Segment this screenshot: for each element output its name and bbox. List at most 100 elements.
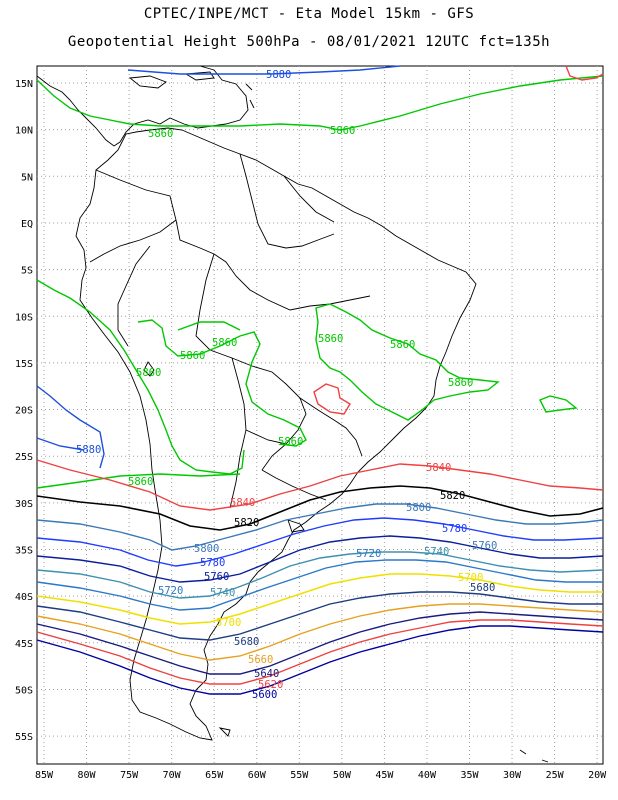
contour-label: 5700	[458, 572, 483, 584]
contour-5860-coast-west	[36, 279, 245, 475]
contour-5820	[36, 485, 604, 531]
contour-label: 5840	[426, 462, 451, 474]
longitude-tick-label: 80W	[78, 770, 97, 781]
latitude-tick-label: 50S	[15, 685, 33, 696]
contour-5840-loop	[313, 383, 351, 415]
contour-5860-brazil-east	[315, 303, 500, 421]
longitude-tick-label: 20W	[588, 770, 607, 781]
contour-label: 5860	[318, 333, 343, 345]
country-borders	[89, 153, 371, 509]
contour-label: 5860	[330, 125, 355, 137]
contour-5840	[36, 459, 604, 511]
contour-5760	[36, 535, 604, 583]
contour-label: 5860	[448, 377, 473, 389]
latitude-tick-label: 10S	[15, 312, 33, 323]
latitude-tick-label: 5S	[21, 266, 33, 277]
contour-5840-ne	[565, 65, 604, 81]
lat-lon-grid	[37, 66, 603, 764]
contour-label: 5740	[424, 546, 449, 558]
contour-5720	[36, 559, 603, 611]
plot-frame	[36, 65, 604, 765]
latitude-tick-label: 5N	[21, 172, 33, 183]
contour-5860-central	[137, 319, 307, 447]
contour-5700	[36, 573, 603, 625]
contour-5660	[36, 603, 604, 661]
longitude-tick-label: 50W	[333, 770, 352, 781]
contour-5680	[36, 591, 603, 641]
longitude-tick-label: 60W	[248, 770, 267, 781]
longitude-tick-label: 30W	[503, 770, 522, 781]
contour-label: 5860	[136, 367, 161, 379]
contour-label: 5660	[248, 654, 273, 666]
longitude-tick-label: 75W	[120, 770, 139, 781]
longitude-tick-label: 45W	[375, 770, 394, 781]
contour-label: 5780	[442, 523, 467, 535]
contour-label: 5820	[440, 490, 465, 502]
longitude-tick-label: 65W	[205, 770, 224, 781]
latitude-tick-label: 55S	[15, 732, 33, 743]
contour-label: 5600	[252, 689, 277, 701]
contour-label: 5860	[278, 436, 303, 448]
contour-5780	[36, 517, 604, 567]
longitude-tick-label: 25W	[546, 770, 565, 781]
latitude-axis: 15N 10N 5N EQ 5S 10S 15S 20S 25S 30S 35S 40S 45S 50S 5…	[15, 79, 33, 743]
latitude-tick-label: 25S	[15, 452, 33, 463]
longitude-tick-label: 85W	[35, 770, 54, 781]
contour-label: 5640	[254, 668, 279, 680]
contour-5880	[127, 65, 401, 75]
contour-label: 5880	[266, 69, 291, 81]
latitude-tick-label: 30S	[15, 499, 33, 510]
contour-5880-west	[36, 385, 105, 469]
contour-label: 5720	[356, 548, 381, 560]
contour-label: 5700	[216, 617, 241, 629]
south-america-coast	[75, 127, 477, 741]
longitude-tick-label: 40W	[418, 770, 437, 781]
contour-5860-atlantic	[539, 395, 578, 413]
geopotential-contours	[36, 65, 604, 695]
contour-label: 5860	[390, 339, 415, 351]
latitude-tick-label: 15N	[15, 79, 33, 90]
contour-label: 5820	[234, 517, 259, 529]
contour-label: 5760	[472, 540, 497, 552]
contour-5600	[36, 625, 604, 695]
contour-5860-south	[36, 473, 241, 489]
longitude-tick-label: 35W	[460, 770, 479, 781]
latitude-tick-label: 10N	[15, 126, 33, 137]
contour-label: 5800	[406, 502, 431, 514]
latitude-tick-label: EQ	[21, 219, 33, 230]
contour-label: 5860	[148, 128, 173, 140]
contour-5620	[36, 619, 604, 685]
contour-label: 5780	[200, 557, 225, 569]
longitude-axis: 85W 80W 75W 70W 65W 60W 55W 50W 45W 40W 35W 30W 25W 2…	[35, 770, 607, 781]
lakes-islands	[143, 361, 305, 737]
contour-label: 5880	[76, 444, 101, 456]
contour-label: 5740	[210, 587, 235, 599]
contour-5800	[36, 503, 604, 551]
caribbean-islands	[128, 71, 255, 109]
contour-label: 5860	[212, 337, 237, 349]
contour-label: 5860	[180, 350, 205, 362]
latitude-tick-label: 45S	[15, 639, 33, 650]
atlantic-islands	[519, 749, 549, 763]
contour-5880-west-b	[36, 437, 85, 451]
latitude-tick-label: 35S	[15, 546, 33, 557]
contour-label: 5760	[204, 571, 229, 583]
contour-5860-north	[36, 75, 604, 131]
map-title-line-2: Geopotential Height 500hPa - 08/01/2021 …	[67, 34, 551, 50]
latitude-tick-label: 20S	[15, 406, 33, 417]
contour-label: 5860	[128, 476, 153, 488]
contour-label: 5720	[158, 585, 183, 597]
contour-label: 5680	[470, 582, 495, 594]
contour-label: 5680	[234, 636, 259, 648]
latitude-tick-label: 40S	[15, 592, 33, 603]
contour-label: 5800	[194, 543, 219, 555]
contour-label: 5840	[230, 497, 255, 509]
longitude-tick-label: 70W	[163, 770, 182, 781]
contour-labels: 5880 5880 5860 5860 5860 5860 5860 5860 …	[76, 69, 497, 701]
contour-5740	[36, 551, 604, 599]
latitude-tick-label: 15S	[15, 359, 33, 370]
contour-label: 5620	[258, 679, 283, 691]
contour-5640	[36, 611, 604, 675]
longitude-tick-label: 55W	[290, 770, 309, 781]
